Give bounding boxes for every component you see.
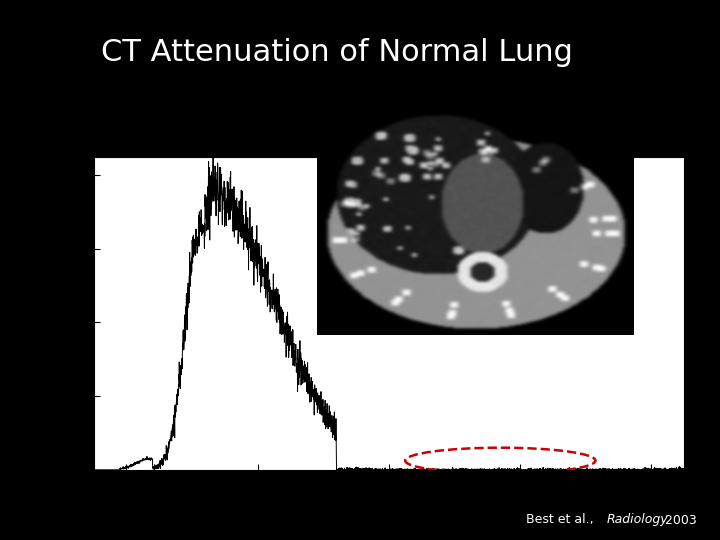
Text: Radiology: Radiology [606,514,668,526]
Y-axis label: COUNT: COUNT [47,288,60,338]
X-axis label: HU: HU [377,492,401,510]
Text: CT Attenuation of Normal Lung: CT Attenuation of Normal Lung [101,38,572,67]
Text: Best et al.,: Best et al., [526,514,597,526]
Text: 2003: 2003 [661,514,697,526]
